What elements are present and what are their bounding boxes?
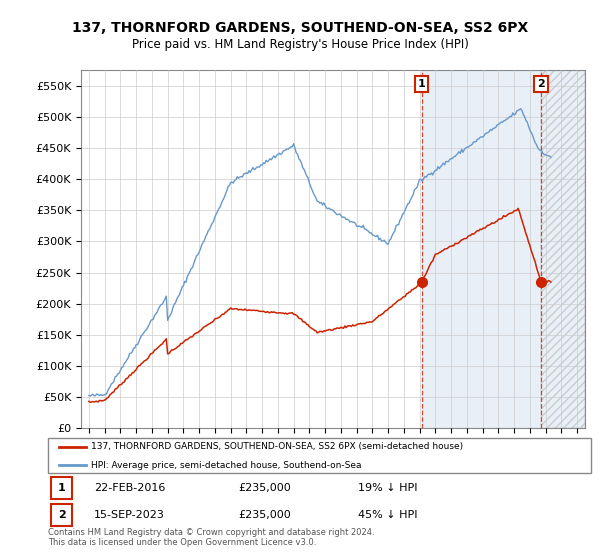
Text: 137, THORNFORD GARDENS, SOUTHEND-ON-SEA, SS2 6PX (semi-detached house): 137, THORNFORD GARDENS, SOUTHEND-ON-SEA,… (91, 442, 464, 451)
Text: 1: 1 (418, 79, 425, 89)
Text: 19% ↓ HPI: 19% ↓ HPI (358, 483, 417, 493)
Text: 1: 1 (58, 483, 65, 493)
Text: 2: 2 (537, 79, 545, 89)
Text: £235,000: £235,000 (238, 483, 291, 493)
Text: £235,000: £235,000 (238, 510, 291, 520)
Text: 15-SEP-2023: 15-SEP-2023 (94, 510, 165, 520)
FancyBboxPatch shape (51, 477, 73, 499)
Text: Price paid vs. HM Land Registry's House Price Index (HPI): Price paid vs. HM Land Registry's House … (131, 38, 469, 51)
Text: 22-FEB-2016: 22-FEB-2016 (94, 483, 166, 493)
FancyBboxPatch shape (48, 438, 591, 473)
Text: HPI: Average price, semi-detached house, Southend-on-Sea: HPI: Average price, semi-detached house,… (91, 461, 362, 470)
Text: 137, THORNFORD GARDENS, SOUTHEND-ON-SEA, SS2 6PX: 137, THORNFORD GARDENS, SOUTHEND-ON-SEA,… (72, 21, 528, 35)
Text: 2: 2 (58, 510, 65, 520)
Text: 45% ↓ HPI: 45% ↓ HPI (358, 510, 417, 520)
Text: Contains HM Land Registry data © Crown copyright and database right 2024.
This d: Contains HM Land Registry data © Crown c… (48, 528, 374, 547)
Bar (422, 70, 585, 428)
FancyBboxPatch shape (51, 504, 73, 526)
